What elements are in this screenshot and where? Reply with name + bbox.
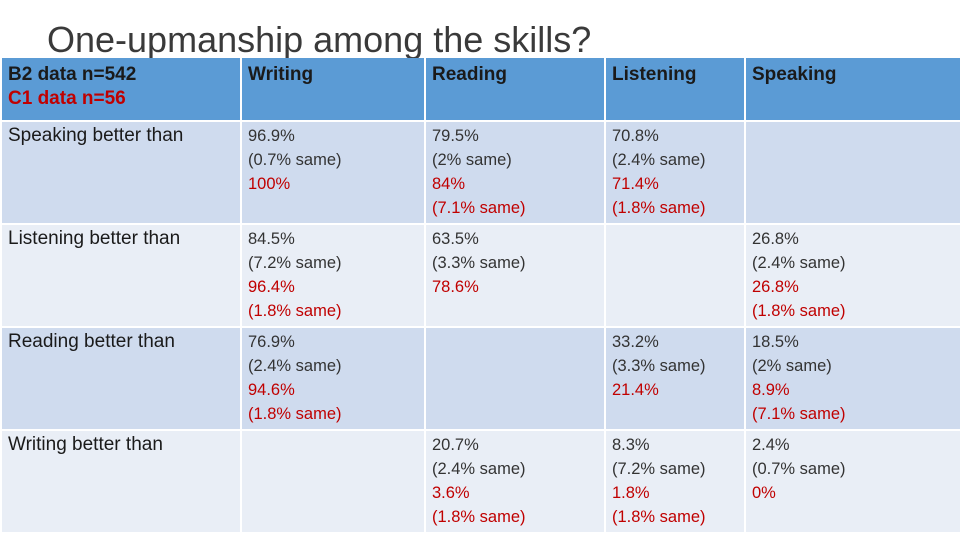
header-sample-sizes: B2 data n=542 C1 data n=56 xyxy=(2,58,240,120)
b2-sample-label: B2 data n=542 xyxy=(8,64,137,85)
b2-same: (2% same) xyxy=(752,357,832,375)
b2-value: 8.3% xyxy=(612,436,650,454)
table-row-listening: Listening better than 84.5% (7.2% same) … xyxy=(2,225,960,326)
c1-same: (1.8% same) xyxy=(248,405,342,423)
table-row-writing: Writing better than 20.7% (2.4% same) 3.… xyxy=(2,431,960,532)
cell-reading-vs-listening: 33.2% (3.3% same) 21.4% xyxy=(606,328,744,429)
b2-same: (2.4% same) xyxy=(752,254,846,272)
row-label: Speaking better than xyxy=(2,122,240,223)
c1-value: 96.4% xyxy=(248,278,295,296)
b2-value: 26.8% xyxy=(752,230,799,248)
c1-same: (1.8% same) xyxy=(248,302,342,320)
b2-same: (2% same) xyxy=(432,151,512,169)
table-row-speaking: Speaking better than 96.9% (0.7% same) 1… xyxy=(2,122,960,223)
b2-same: (2.4% same) xyxy=(612,151,706,169)
c1-same: (7.1% same) xyxy=(752,405,846,423)
table-row-reading: Reading better than 76.9% (2.4% same) 94… xyxy=(2,328,960,429)
c1-value: 1.8% xyxy=(612,484,650,502)
b2-value: 63.5% xyxy=(432,230,479,248)
c1-same: (1.8% same) xyxy=(612,508,706,526)
c1-value: 78.6% xyxy=(432,278,479,296)
cell-writing-vs-reading: 20.7% (2.4% same) 3.6% (1.8% same) xyxy=(426,431,604,532)
b2-value: 33.2% xyxy=(612,333,659,351)
cell-writing-vs-speaking: 2.4% (0.7% same) 0% xyxy=(746,431,960,532)
row-label: Writing better than xyxy=(2,431,240,532)
b2-value: 20.7% xyxy=(432,436,479,454)
b2-value: 76.9% xyxy=(248,333,295,351)
b2-same: (2.4% same) xyxy=(432,460,526,478)
header-listening: Listening xyxy=(606,58,744,120)
b2-value: 84.5% xyxy=(248,230,295,248)
c1-same: (7.1% same) xyxy=(432,199,526,217)
comparison-table: B2 data n=542 C1 data n=56 Writing Readi… xyxy=(0,56,960,534)
c1-sample-label: C1 data n=56 xyxy=(8,88,126,109)
c1-value: 100% xyxy=(248,175,291,193)
header-reading: Reading xyxy=(426,58,604,120)
header-speaking: Speaking xyxy=(746,58,960,120)
b2-value: 18.5% xyxy=(752,333,799,351)
cell-listening-vs-reading: 63.5% (3.3% same) 78.6% xyxy=(426,225,604,326)
c1-value: 3.6% xyxy=(432,484,470,502)
c1-value: 26.8% xyxy=(752,278,799,296)
cell-speaking-vs-reading: 79.5% (2% same) 84% (7.1% same) xyxy=(426,122,604,223)
c1-same: (1.8% same) xyxy=(432,508,526,526)
b2-same: (7.2% same) xyxy=(612,460,706,478)
cell-speaking-vs-speaking xyxy=(746,122,960,223)
cell-reading-vs-reading xyxy=(426,328,604,429)
b2-same: (0.7% same) xyxy=(752,460,846,478)
slide-title: One-upmanship among the skills? xyxy=(47,19,592,60)
c1-value: 84% xyxy=(432,175,466,193)
b2-value: 2.4% xyxy=(752,436,790,454)
cell-listening-vs-speaking: 26.8% (2.4% same) 26.8% (1.8% same) xyxy=(746,225,960,326)
cell-listening-vs-listening xyxy=(606,225,744,326)
b2-value: 96.9% xyxy=(248,127,295,145)
b2-value: 70.8% xyxy=(612,127,659,145)
b2-value: 79.5% xyxy=(432,127,479,145)
c1-same: (1.8% same) xyxy=(752,302,846,320)
b2-same: (3.3% same) xyxy=(432,254,526,272)
c1-value: 8.9% xyxy=(752,381,790,399)
header-row: B2 data n=542 C1 data n=56 Writing Readi… xyxy=(2,58,960,120)
c1-value: 71.4% xyxy=(612,175,659,193)
header-writing: Writing xyxy=(242,58,424,120)
b2-same: (3.3% same) xyxy=(612,357,706,375)
b2-same: (7.2% same) xyxy=(248,254,342,272)
cell-reading-vs-speaking: 18.5% (2% same) 8.9% (7.1% same) xyxy=(746,328,960,429)
cell-speaking-vs-writing: 96.9% (0.7% same) 100% xyxy=(242,122,424,223)
c1-same: (1.8% same) xyxy=(612,199,706,217)
row-label: Reading better than xyxy=(2,328,240,429)
cell-reading-vs-writing: 76.9% (2.4% same) 94.6% (1.8% same) xyxy=(242,328,424,429)
b2-same: (0.7% same) xyxy=(248,151,342,169)
cell-speaking-vs-listening: 70.8% (2.4% same) 71.4% (1.8% same) xyxy=(606,122,744,223)
cell-writing-vs-listening: 8.3% (7.2% same) 1.8% (1.8% same) xyxy=(606,431,744,532)
c1-value: 94.6% xyxy=(248,381,295,399)
cell-writing-vs-writing xyxy=(242,431,424,532)
cell-listening-vs-writing: 84.5% (7.2% same) 96.4% (1.8% same) xyxy=(242,225,424,326)
b2-same: (2.4% same) xyxy=(248,357,342,375)
c1-value: 0% xyxy=(752,484,776,502)
c1-value: 21.4% xyxy=(612,381,659,399)
row-label: Listening better than xyxy=(2,225,240,326)
